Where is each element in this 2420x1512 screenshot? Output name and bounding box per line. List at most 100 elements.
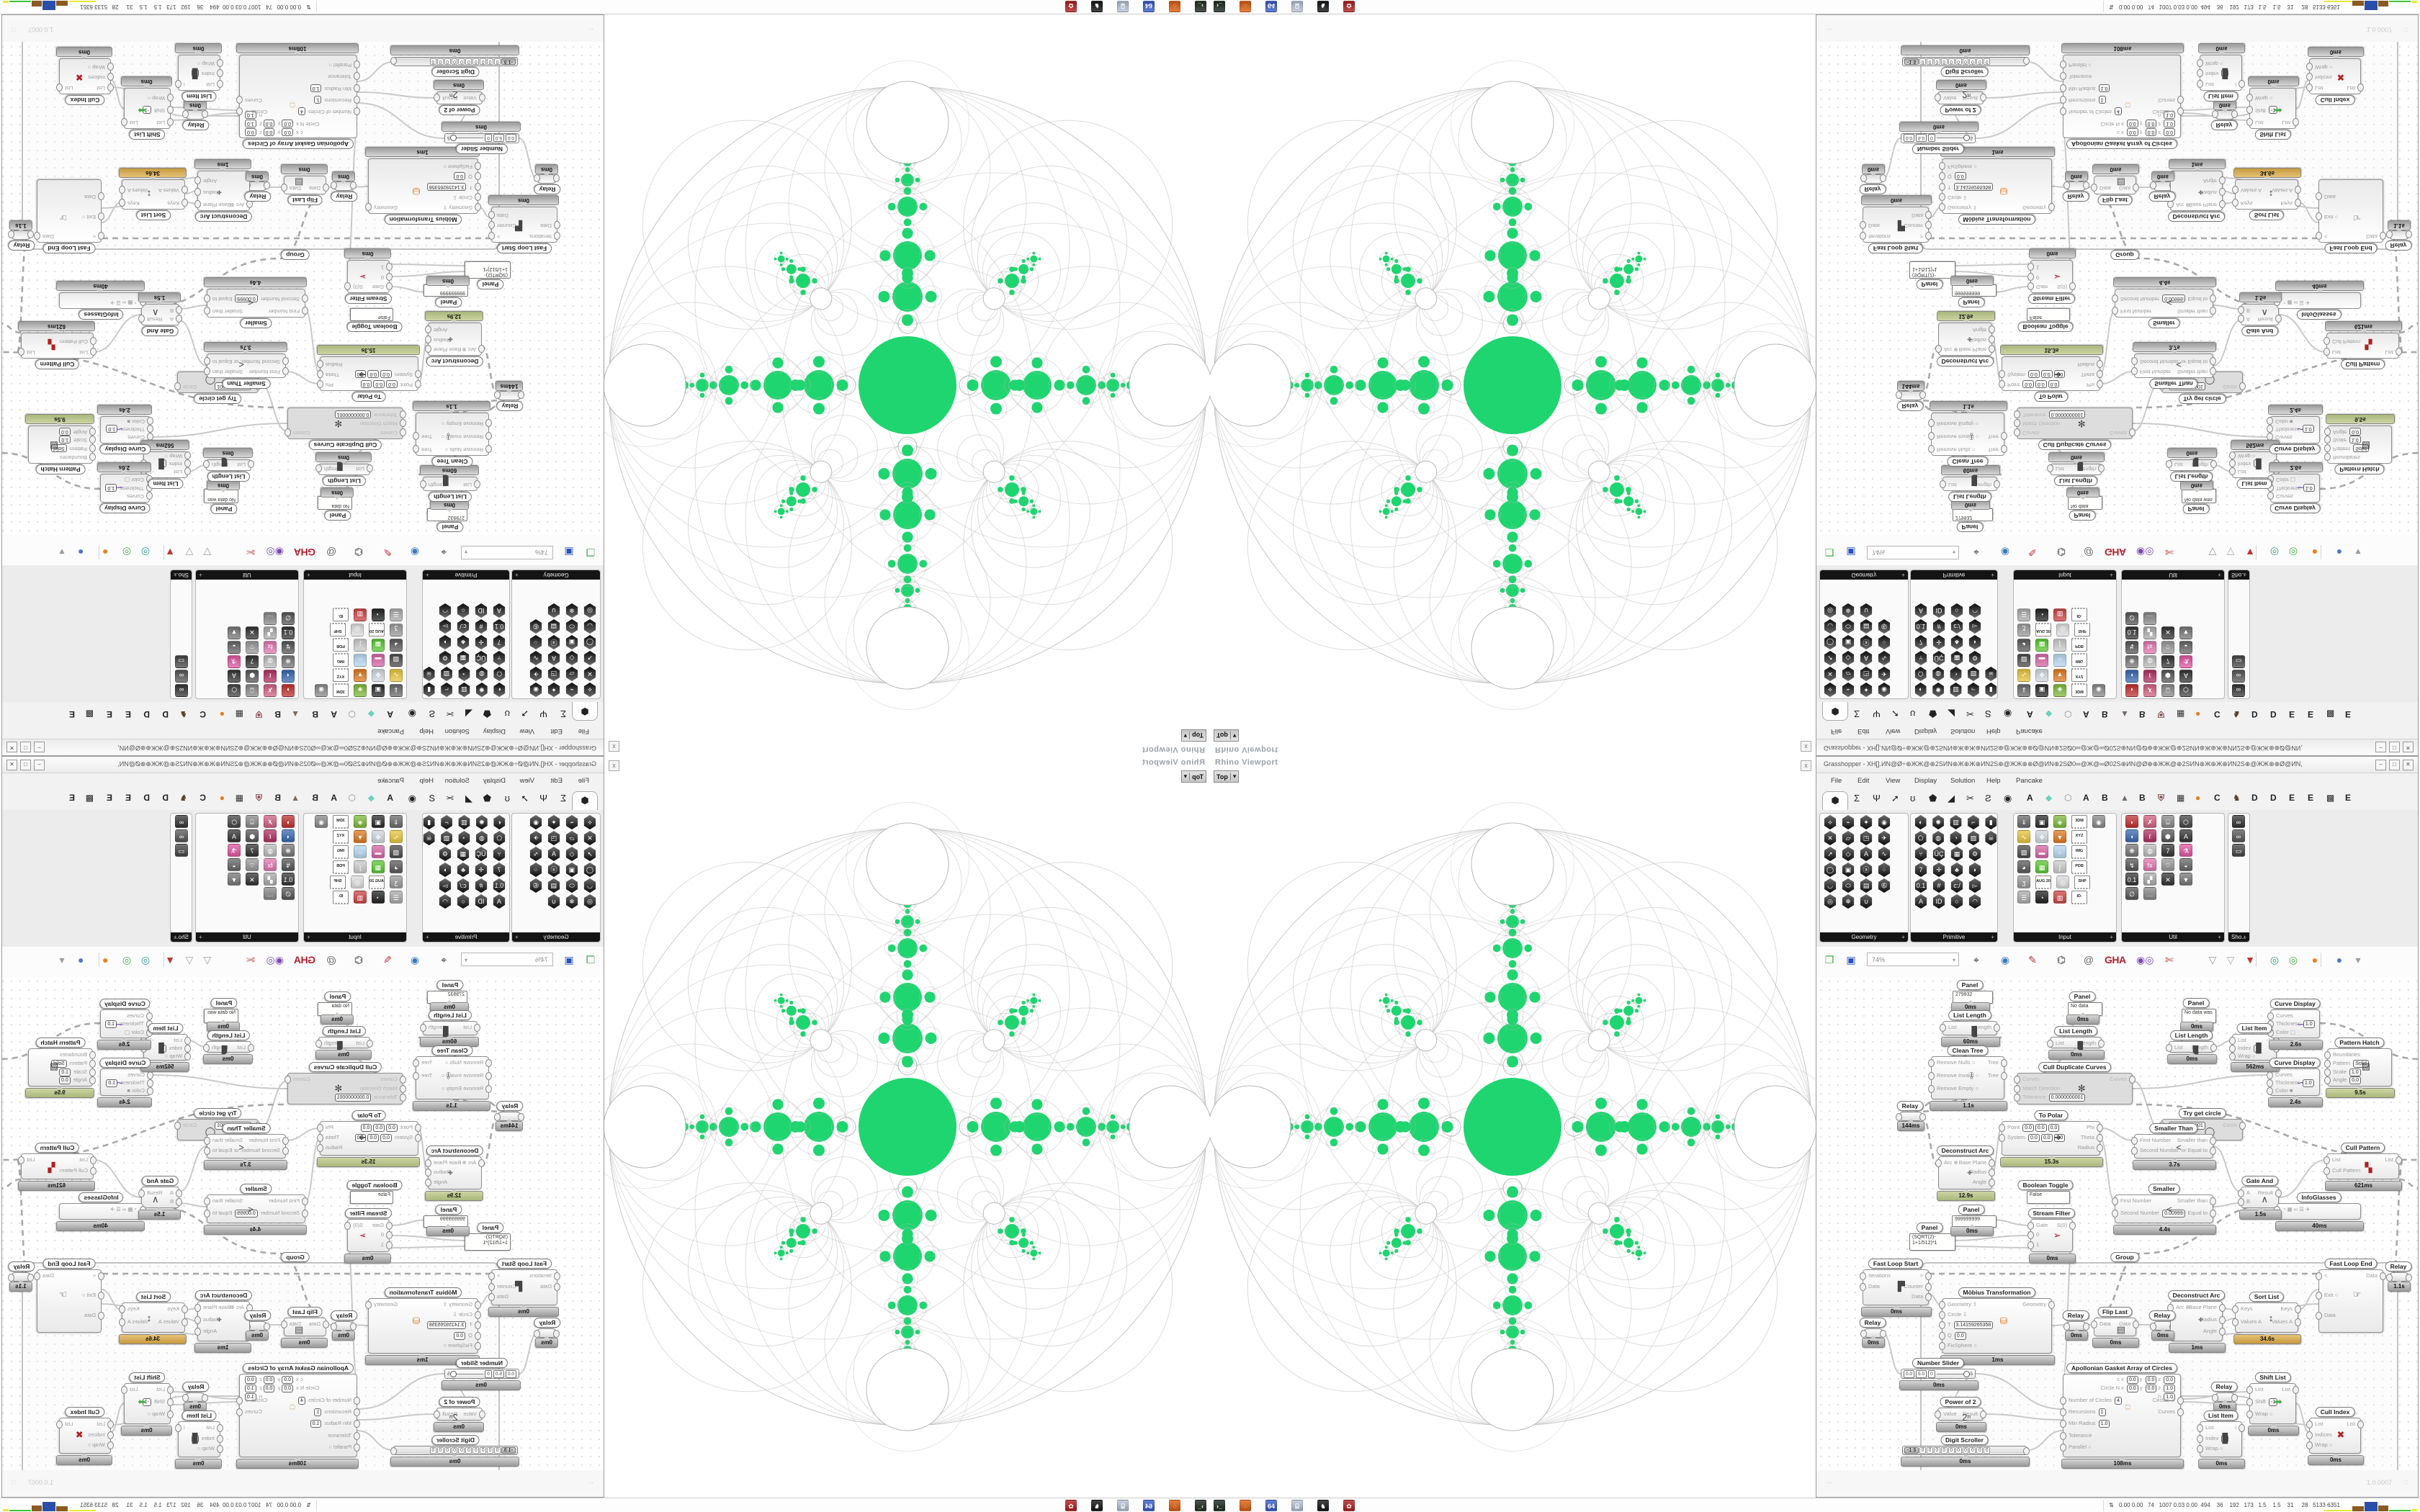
port-nub[interactable] — [2069, 1222, 2076, 1230]
category-tab-icon[interactable]: Ψ — [1873, 708, 1881, 719]
letter-tab[interactable]: D — [2270, 709, 2277, 719]
port-nub[interactable] — [89, 453, 96, 461]
node-panel-sqrt[interactable]: (SQRT(2)- 1+1/512)*1 — [465, 261, 511, 279]
port-nub[interactable] — [2324, 1051, 2331, 1059]
port-nub[interactable] — [174, 1122, 181, 1130]
component-icon[interactable]: ℓ — [2143, 829, 2156, 842]
port-nub[interactable] — [317, 370, 323, 378]
port-nub[interactable] — [2275, 1189, 2282, 1197]
port-nub[interactable] — [236, 95, 243, 104]
orange-ball-icon[interactable]: ● — [2311, 546, 2318, 558]
port-nub[interactable] — [488, 221, 495, 230]
port-nub[interactable] — [2316, 232, 2322, 240]
terminal-icon[interactable]: ›_ — [1214, 1, 1225, 12]
component-icon[interactable]: ✈ — [529, 831, 542, 845]
palette-footer[interactable]: Util + — [196, 570, 298, 580]
component-icon[interactable]: ID — [1932, 603, 1945, 618]
menu-item-solution[interactable]: Solution — [444, 777, 470, 785]
menu-item-file[interactable]: File — [578, 727, 589, 735]
letter-tab[interactable]: E — [68, 793, 75, 803]
digit-cell[interactable]: 0 — [1948, 1447, 1955, 1454]
component-icon[interactable]: ⬠ — [1914, 831, 1927, 845]
node-boolean-toggle[interactable]: False — [2027, 308, 2070, 321]
letter-tab[interactable]: ◆ — [367, 793, 375, 803]
component-icon[interactable]: ◎ — [583, 603, 596, 618]
node-fast-loop-end[interactable]: < Exit ○ Data Data ☞ — [34, 179, 104, 243]
component-icon[interactable]: ◍ — [1932, 667, 1944, 681]
port-nub[interactable] — [146, 1012, 153, 1020]
component-icon[interactable]: ◖ — [282, 829, 295, 842]
port-nub[interactable] — [194, 1328, 201, 1336]
port-nub[interactable] — [2324, 444, 2331, 453]
component-icon[interactable]: IMG — [333, 653, 349, 667]
letter-tab[interactable]: D — [2251, 709, 2258, 719]
component-icon[interactable]: ▣ — [372, 684, 385, 697]
port-nub[interactable] — [1880, 174, 1886, 182]
component-icon[interactable]: ⌐ — [440, 815, 452, 829]
value-box[interactable]: 1 — [314, 95, 322, 104]
letter-tab[interactable]: D — [162, 793, 169, 803]
component-icon[interactable]: ◉ — [315, 684, 328, 697]
port-nub[interactable] — [2380, 1272, 2386, 1280]
category-tab-icon[interactable]: Σ — [1854, 708, 1860, 719]
component-icon[interactable]: 7 — [246, 844, 259, 857]
port-nub[interactable] — [184, 451, 191, 459]
component-icon[interactable]: ÜÇ — [1932, 651, 1945, 665]
digit-cell[interactable]: 0 — [1919, 58, 1926, 65]
slider-cell[interactable]: 5.0 — [1916, 134, 1927, 143]
projector-icon[interactable]: ⌬ — [354, 546, 364, 558]
port-nub[interactable] — [284, 1076, 291, 1084]
port-nub[interactable] — [2238, 306, 2244, 314]
component-icon[interactable]: 7 — [2161, 655, 2174, 668]
digit-cell[interactable]: 0 — [465, 1447, 472, 1454]
port-nub[interactable] — [2357, 1421, 2364, 1428]
stamp-at-icon[interactable]: @ — [2083, 954, 2094, 966]
node-list-length-b[interactable]: List Length ▊ — [315, 460, 373, 475]
port-nub[interactable] — [420, 1024, 426, 1032]
category-tab-icon[interactable]: ⬟ — [483, 708, 491, 719]
pattern-icon[interactable]: ✿ — [1065, 1500, 1077, 1511]
node-curve-display-a[interactable]: Curves Thickness 1.0 Color ▢ ∽ — [2267, 1009, 2320, 1038]
node-power-of-2[interactable]: Value Result 2ⁿ — [1935, 89, 1986, 104]
port-nub[interactable] — [1880, 1330, 1886, 1338]
blue-ball-icon[interactable]: ● — [2336, 546, 2343, 558]
port-nub[interactable] — [204, 294, 210, 302]
component-icon[interactable]: ✈ — [1878, 831, 1891, 845]
port-nub[interactable] — [2238, 315, 2244, 323]
minimize-button[interactable]: ‒ — [34, 760, 45, 770]
port-nub[interactable] — [400, 1084, 406, 1093]
slider-cell[interactable]: 0 — [485, 134, 492, 143]
digit-dark-cell[interactable]: -1 3 — [501, 58, 516, 65]
slider-cell[interactable]: 0 — [485, 1369, 492, 1378]
component-icon[interactable]: ∿ — [390, 830, 403, 843]
component-icon[interactable]: ⑂ — [493, 847, 506, 861]
port-nub[interactable] — [2246, 1410, 2253, 1418]
firefox-icon[interactable]: ◌ — [1240, 1, 1251, 12]
component-icon[interactable]: ▼ — [354, 669, 367, 682]
component-icon[interactable]: AUG 20 — [2035, 876, 2051, 889]
port-nub[interactable] — [494, 1113, 501, 1121]
digit-cell[interactable]: 0 — [1976, 58, 1984, 65]
component-icon[interactable]: ⚙ — [439, 651, 452, 665]
zoom-focus-icon[interactable]: ⌖ — [441, 546, 447, 558]
component-icon[interactable]: fx — [264, 858, 277, 871]
value-box[interactable]: 1.0 — [2303, 1020, 2315, 1029]
component-icon[interactable]: ◐ — [1914, 815, 1927, 829]
menu-item-solution[interactable]: Solution — [444, 727, 470, 735]
port-nub[interactable] — [2406, 1274, 2412, 1282]
paint-icon[interactable]: ♞ — [1317, 1500, 1329, 1511]
letter-tab[interactable]: ⬡ — [348, 793, 356, 803]
preview-eye-icon[interactable]: ◉ — [410, 546, 420, 558]
component-icon[interactable]: ✗ — [2143, 684, 2156, 697]
port-nub[interactable] — [2229, 1045, 2236, 1053]
value-box[interactable]: 0.0 — [58, 1076, 71, 1085]
port-nub[interactable] — [107, 84, 114, 91]
component-icon[interactable]: fx — [2143, 641, 2156, 654]
component-icon[interactable]: A — [228, 670, 241, 683]
port-nub[interactable] — [217, 1434, 223, 1443]
component-icon[interactable]: ◍ — [2143, 655, 2156, 668]
port-nub[interactable] — [2060, 95, 2066, 104]
port-nub[interactable] — [1999, 370, 2005, 378]
node-stream-filter[interactable]: Gate 0 1 S(0) ➢ — [344, 260, 393, 293]
port-nub[interactable] — [2001, 432, 2007, 440]
